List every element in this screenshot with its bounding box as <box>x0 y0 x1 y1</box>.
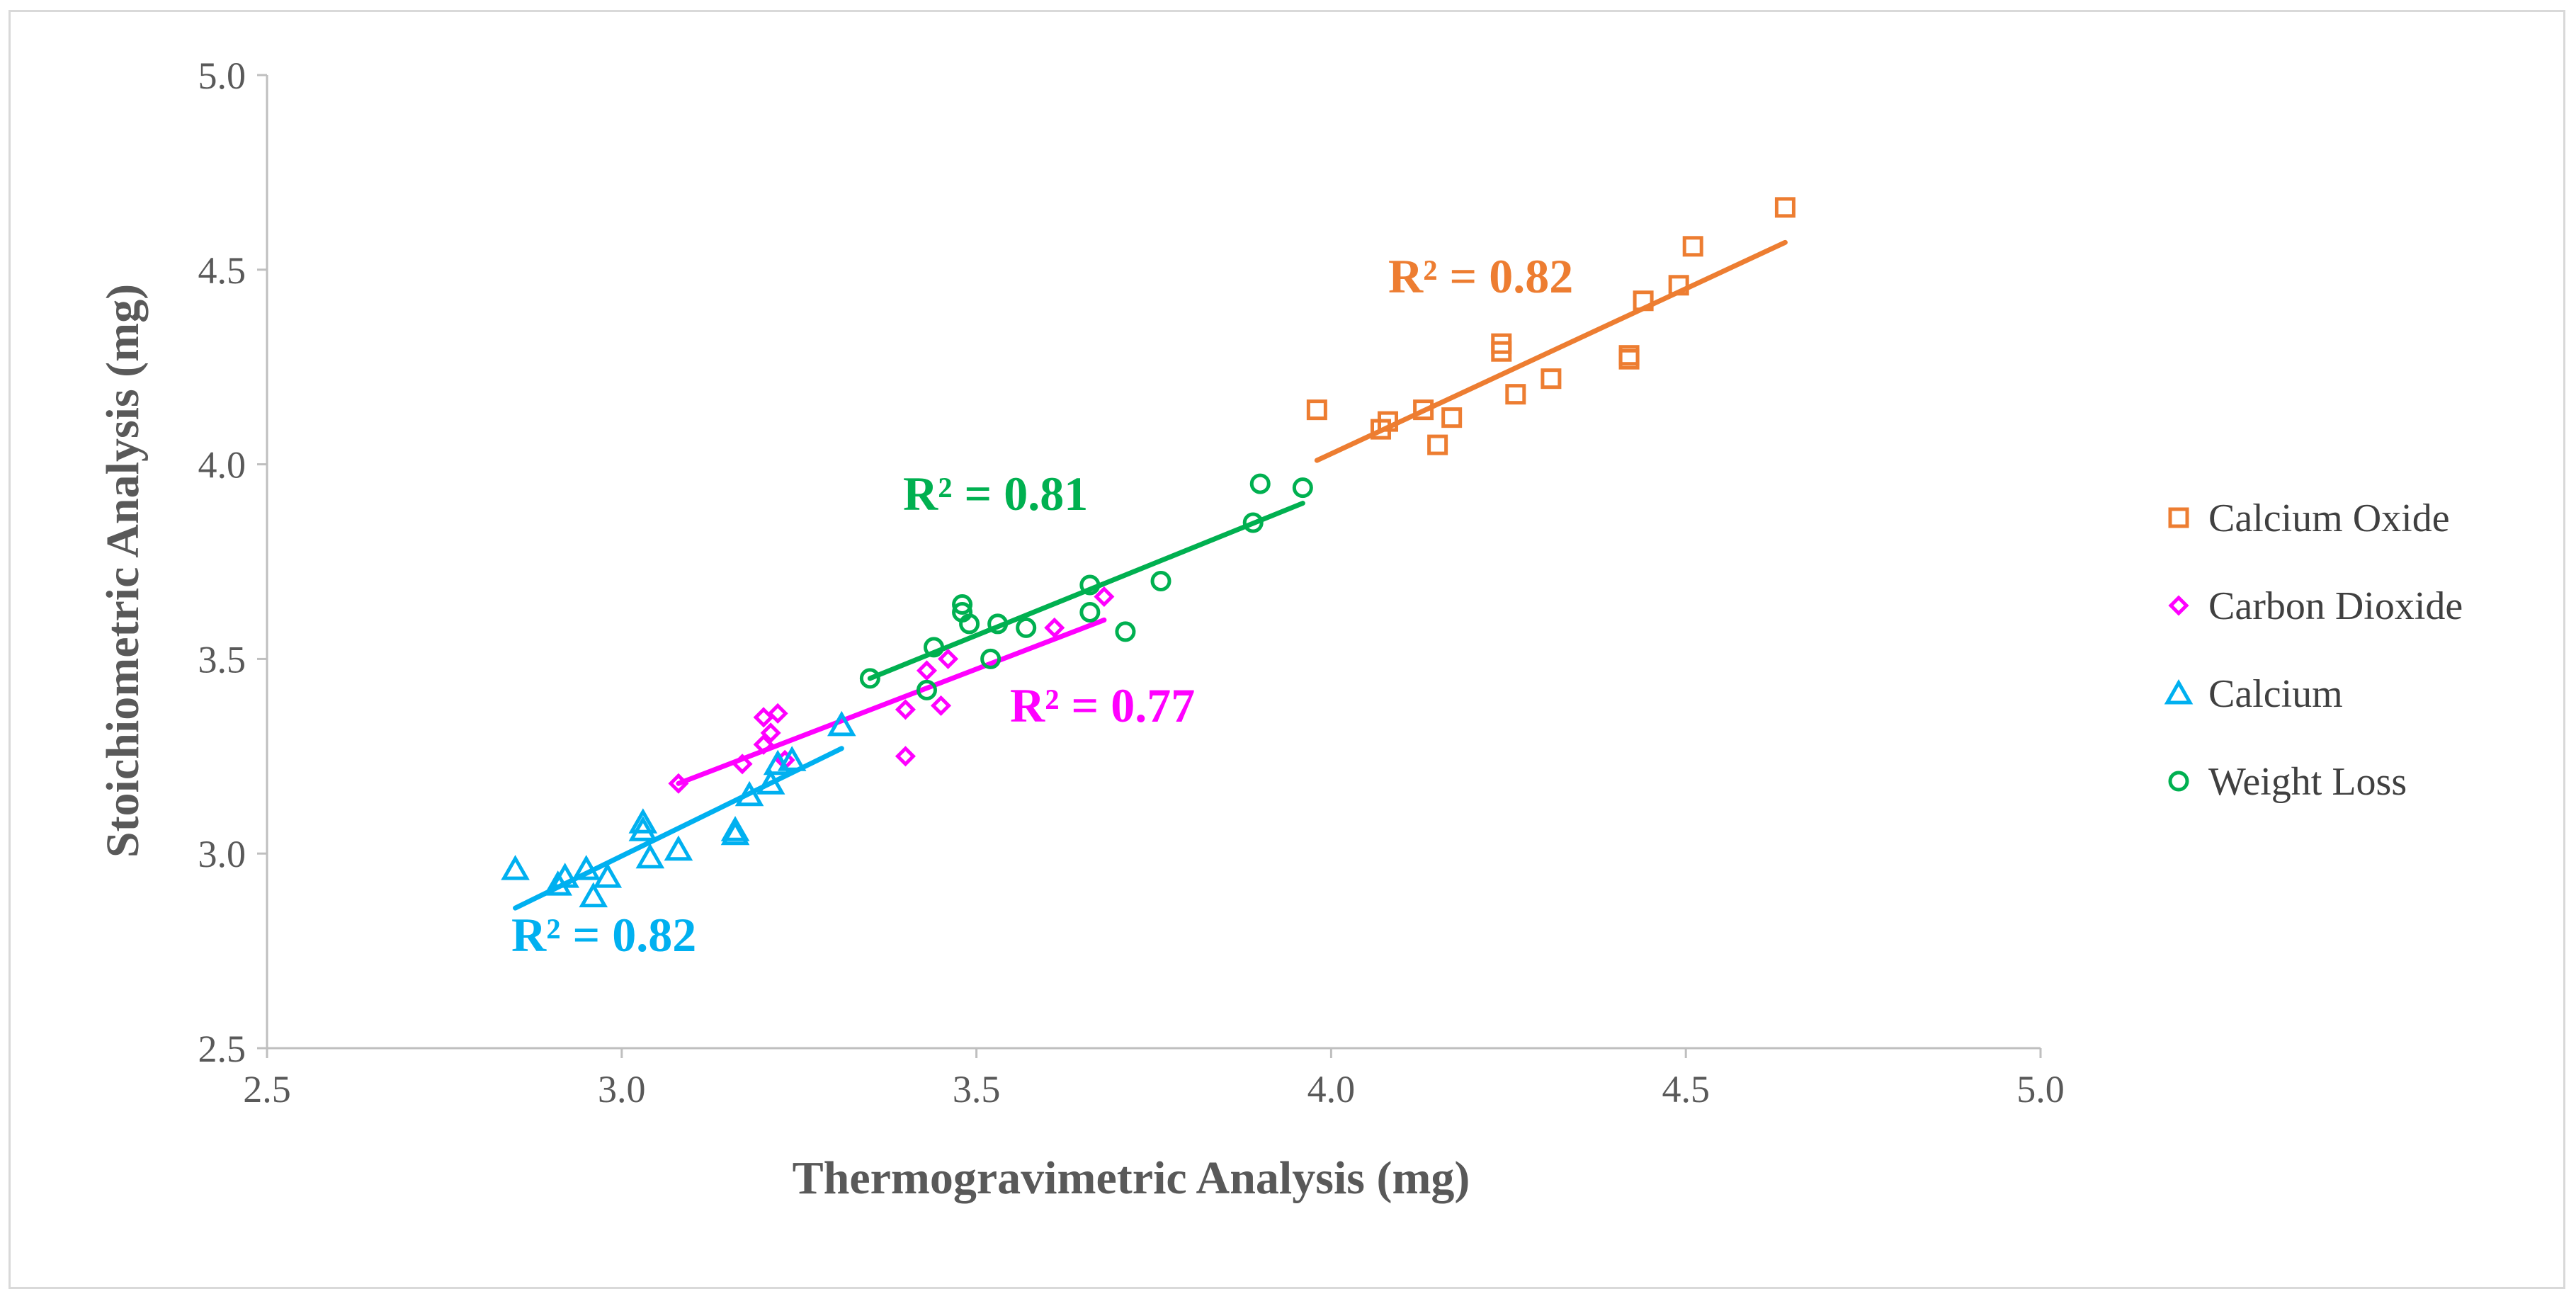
calcium-point <box>664 835 693 861</box>
calcium-oxide-point <box>1413 399 1434 421</box>
weight-loss-point <box>1079 601 1101 623</box>
calcium-oxide-point <box>1618 348 1640 370</box>
weight-loss-point <box>1079 574 1101 596</box>
calcium-point <box>720 819 750 846</box>
weight-loss-point <box>959 613 980 635</box>
calcium-point <box>756 769 785 795</box>
weight-loss-point <box>1115 621 1136 642</box>
carbon-dioxide-point <box>938 648 959 669</box>
calcium-point <box>543 870 572 896</box>
calcium-point <box>550 863 579 888</box>
y-tick-label: 3.0 <box>198 833 246 875</box>
calcium-point <box>579 882 608 908</box>
x-tick-label: 2.5 <box>243 1068 291 1110</box>
legend-label-calcium-oxide: Calcium Oxide <box>2208 496 2450 540</box>
weight-loss-point <box>980 648 1002 669</box>
weight-loss-point <box>1150 570 1171 591</box>
x-tick-label: 5.0 <box>2016 1068 2065 1110</box>
r-squared-labels: R² = 0.82 R² = 0.77 R² = 0.82 R² = 0.81 <box>511 249 1573 962</box>
calcium-oxide-point <box>1682 236 1703 257</box>
carbon-dioxide-point <box>1044 617 1065 638</box>
weight-loss-point <box>859 668 880 689</box>
weight-loss-point <box>987 613 1009 635</box>
calcium-point <box>593 863 623 888</box>
legend-label-weight-loss: Weight Loss <box>2208 760 2407 804</box>
legend-marker-weight-loss <box>2168 771 2189 792</box>
tick-labels: 2.5 3.0 3.5 4.0 4.5 5.0 2.5 3.0 3.5 4.0 4.5 5.0 <box>198 55 2065 1110</box>
carbon-dioxide-point <box>1094 586 1115 607</box>
legend-item-calcium-oxide: Calcium Oxide <box>2168 496 2450 540</box>
calcium-r2-label: R² = 0.82 <box>511 908 696 962</box>
calcium-point <box>628 808 658 834</box>
x-tick-label: 4.0 <box>1307 1068 1356 1110</box>
y-tick-label: 4.0 <box>198 444 246 487</box>
calcium-trendline <box>513 746 844 911</box>
carbon-dioxide-point <box>668 773 689 794</box>
weight-loss-point <box>1242 512 1264 533</box>
calcium-point <box>720 816 750 841</box>
calcium-oxide-point <box>1668 275 1689 296</box>
calcium-point <box>501 855 530 880</box>
scatter-chart: 2.5 3.0 3.5 4.0 4.5 5.0 2.5 3.0 3.5 4.0 4.5 5.0 R² … <box>97 55 2463 1204</box>
x-tick-label: 4.5 <box>1662 1068 1710 1110</box>
legend-item-weight-loss: Weight Loss <box>2168 760 2407 804</box>
carbon-dioxide-point <box>753 734 774 755</box>
calcium-point <box>827 710 856 737</box>
weight-loss-point <box>952 593 973 615</box>
calcium-oxide-point <box>1491 341 1512 362</box>
carbon-dioxide-r2-label: R² = 0.77 <box>1010 678 1195 732</box>
weight-loss-point <box>1016 617 1037 638</box>
carbon-dioxide-point <box>732 754 753 775</box>
legend-label-carbon-dioxide: Carbon Dioxide <box>2208 584 2463 628</box>
carbon-dioxide-point <box>895 699 916 720</box>
trendlines <box>513 239 1788 911</box>
calcium-oxide-point <box>1427 434 1448 455</box>
calcium-point <box>628 816 658 841</box>
y-tick-label: 5.0 <box>198 55 246 97</box>
calcium-point <box>777 746 807 771</box>
data-points <box>501 197 1795 908</box>
axes <box>257 74 2042 1058</box>
legend-label-calcium: Calcium <box>2208 672 2343 716</box>
x-axis-title: Thermogravimetric Analysis (mg) <box>793 1152 1470 1204</box>
legend-marker-carbon-dioxide <box>2168 595 2189 616</box>
calcium-point <box>572 855 601 880</box>
carbon-dioxide-point <box>760 722 781 744</box>
calcium-oxide-point <box>1441 407 1463 428</box>
chart-frame: 2.5 3.0 3.5 4.0 4.5 5.0 2.5 3.0 3.5 4.0 4.5 5.0 R² … <box>8 10 2565 1289</box>
carbon-dioxide-point <box>895 746 916 767</box>
y-tick-label: 4.5 <box>198 249 246 292</box>
carbon-dioxide-trendline <box>676 617 1107 786</box>
calcium-oxide-r2-label: R² = 0.82 <box>1388 249 1573 303</box>
legend-item-calcium: Calcium <box>2164 672 2343 716</box>
y-tick-label: 2.5 <box>198 1028 246 1070</box>
carbon-dioxide-point <box>753 707 774 728</box>
y-axis-title: Stoichiometric Analysis (mg) <box>97 284 149 858</box>
calcium-oxide-point <box>1633 290 1654 312</box>
carbon-dioxide-point <box>930 695 952 716</box>
calcium-point <box>734 780 764 807</box>
legend-marker-calcium-oxide <box>2168 507 2189 528</box>
weight-loss-point <box>924 637 945 658</box>
carbon-dioxide-point <box>916 660 938 681</box>
calcium-oxide-point <box>1378 411 1399 432</box>
weight-loss-r2-label: R² = 0.81 <box>903 467 1088 521</box>
calcium-oxide-point <box>1505 384 1526 405</box>
calcium-oxide-point <box>1541 368 1562 390</box>
legend-item-carbon-dioxide: Carbon Dioxide <box>2168 584 2463 628</box>
calcium-point <box>635 843 665 869</box>
weight-loss-point <box>1249 473 1271 494</box>
weight-loss-point <box>916 679 937 700</box>
x-tick-label: 3.0 <box>598 1068 646 1110</box>
calcium-oxide-point <box>1774 197 1795 218</box>
y-tick-label: 3.5 <box>198 638 246 681</box>
calcium-oxide-point <box>1306 399 1327 421</box>
weight-loss-point <box>1292 477 1313 499</box>
legend: Calcium Oxide Carbon Dioxide Calcium Weight… <box>2164 496 2463 804</box>
carbon-dioxide-point <box>767 703 788 724</box>
x-tick-label: 3.5 <box>953 1068 1001 1110</box>
legend-marker-calcium <box>2164 678 2194 705</box>
